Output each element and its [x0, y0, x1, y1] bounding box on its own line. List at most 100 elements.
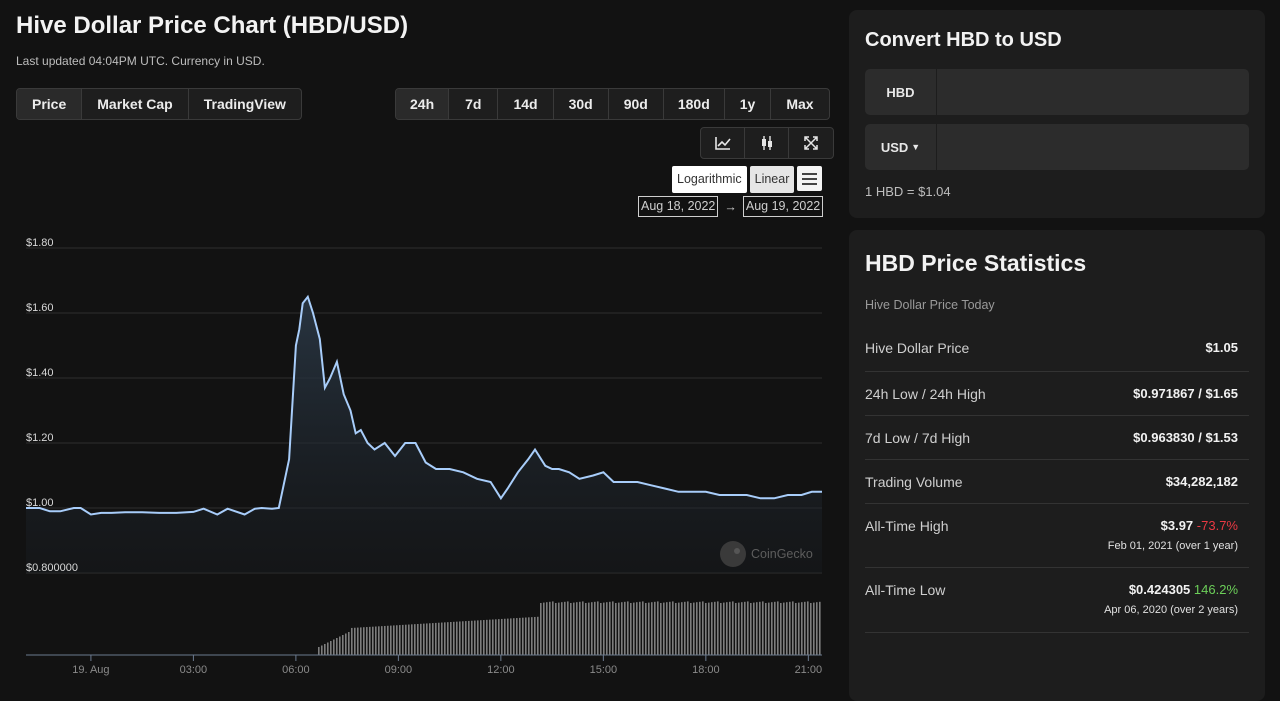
volume-bar: [819, 601, 821, 655]
stats-subtitle: Hive Dollar Price Today: [865, 298, 995, 312]
fullscreen-icon[interactable]: [789, 128, 833, 158]
candlestick-icon[interactable]: [745, 128, 789, 158]
watermark-text: CoinGecko: [751, 547, 813, 561]
ath-value: $3.97: [1160, 518, 1194, 533]
hbd-input[interactable]: [937, 69, 1249, 115]
volume-bar: [411, 624, 413, 655]
tab-price[interactable]: Price: [17, 89, 83, 119]
logarithmic-button[interactable]: Logarithmic: [672, 166, 747, 193]
volume-bar: [753, 602, 755, 655]
currency-select[interactable]: USD ▼: [865, 124, 937, 170]
atl-value: $0.424305: [1128, 582, 1191, 597]
volume-bar: [480, 620, 482, 655]
volume-bar: [636, 602, 638, 655]
ath-change: -73.7%: [1196, 518, 1238, 533]
volume-bar: [513, 618, 515, 655]
volume-bar: [624, 601, 626, 655]
volume-bar: [663, 602, 665, 655]
volume-bar: [642, 601, 644, 655]
volume-bar: [414, 624, 416, 655]
volume-bar: [321, 645, 323, 655]
date-range: Aug 18, 2022 → Aug 19, 2022: [638, 196, 824, 217]
range-24h[interactable]: 24h: [396, 89, 450, 119]
volume-bar: [762, 601, 764, 655]
volume-bar: [378, 626, 380, 655]
range-180d[interactable]: 180d: [664, 89, 725, 119]
volume-bar: [630, 603, 632, 655]
volume-bar: [567, 601, 569, 655]
date-from[interactable]: Aug 18, 2022: [638, 196, 719, 217]
usd-field: USD ▼: [865, 124, 1249, 170]
volume-bar: [462, 621, 464, 655]
range-90d[interactable]: 90d: [609, 89, 664, 119]
conversion-rate: 1 HBD = $1.04: [865, 184, 951, 199]
volume-bar: [435, 622, 437, 655]
volume-bar: [369, 626, 371, 655]
volume-bar: [639, 601, 641, 655]
volume-bar: [798, 602, 800, 655]
volume-bar: [540, 603, 542, 655]
volume-bar: [423, 623, 425, 655]
usd-input[interactable]: [937, 124, 1249, 170]
range-max[interactable]: Max: [786, 96, 814, 112]
volume-bar: [672, 601, 674, 655]
tab-market-cap[interactable]: Market Cap: [82, 89, 189, 119]
volume-bar: [342, 635, 344, 655]
stat-row: 24h Low / 24h High $0.971867 / $1.65: [865, 372, 1249, 416]
volume-bar: [372, 626, 374, 655]
price-chart[interactable]: CoinGecko $1.80 $1.60 $1.40 $1.20 $1.00 $0.80…: [0, 225, 845, 691]
volume-bar: [387, 625, 389, 655]
volume-bar: [399, 625, 401, 655]
volume-bar: [360, 627, 362, 655]
stat-value: $0.971867 / $1.65: [1133, 386, 1238, 401]
volume-bar: [732, 601, 734, 655]
volume-bar: [801, 602, 803, 655]
range-1y[interactable]: 1y: [725, 89, 772, 119]
volume-bar: [771, 602, 773, 655]
range-14d[interactable]: 14d: [498, 89, 554, 119]
volume-bar: [690, 603, 692, 655]
volume-bar: [621, 602, 623, 655]
volume-bar: [810, 603, 812, 655]
volume-bar: [612, 601, 614, 655]
linear-button[interactable]: Linear: [749, 166, 795, 193]
atl-date: Apr 06, 2020 (over 2 years): [1104, 604, 1238, 616]
volume-bar: [723, 602, 725, 655]
volume-bar: [714, 601, 716, 655]
date-to[interactable]: Aug 19, 2022: [742, 196, 824, 217]
chart-panel: Hive Dollar Price Chart (HBD/USD) Last u…: [0, 12, 845, 691]
tab-tradingview[interactable]: TradingView: [203, 96, 286, 112]
hamburger-icon[interactable]: [797, 166, 823, 191]
volume-bar: [804, 601, 806, 655]
volume-bar: [519, 617, 521, 655]
volume-bar: [432, 623, 434, 655]
volume-bar: [708, 602, 710, 655]
volume-bar: [531, 617, 533, 655]
volume-bar: [330, 641, 332, 655]
x-tick-label: 19. Aug: [72, 664, 109, 676]
volume-bar: [756, 602, 758, 655]
volume-bar: [588, 602, 590, 655]
volume-bar: [558, 602, 560, 655]
x-tick-label: 06:00: [282, 664, 310, 676]
volume-bar: [783, 602, 785, 655]
volume-bar: [603, 602, 605, 655]
volume-bar: [465, 621, 467, 655]
volume-bar: [339, 636, 341, 655]
volume-bar: [684, 601, 686, 655]
volume-bar: [789, 601, 791, 655]
volume-bar: [744, 601, 746, 655]
volume-bar: [534, 616, 536, 655]
y-tick-label: $1.20: [26, 432, 54, 444]
volume-bar: [495, 619, 497, 655]
line-chart-icon[interactable]: [701, 128, 745, 158]
volume-bar: [660, 603, 662, 655]
chart-style-buttons: [700, 127, 834, 159]
stat-value: $0.963830 / $1.53: [1133, 430, 1238, 445]
volume-bar: [633, 602, 635, 655]
range-7d[interactable]: 7d: [449, 89, 499, 119]
page-title: Hive Dollar Price Chart (HBD/USD): [16, 12, 409, 39]
range-30d[interactable]: 30d: [554, 89, 609, 119]
stat-value: $1.05: [1205, 340, 1238, 355]
volume-bar: [492, 619, 494, 655]
